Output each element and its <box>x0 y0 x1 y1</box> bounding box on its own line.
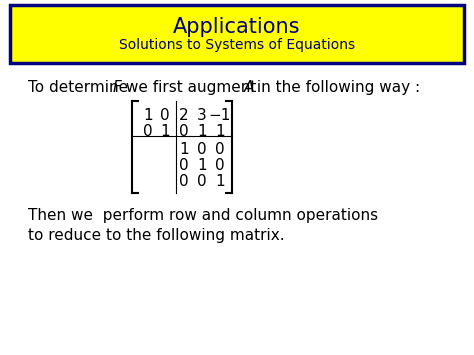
Text: 1: 1 <box>197 124 207 139</box>
Text: 1: 1 <box>197 158 207 173</box>
Text: Solutions to Systems of Equations: Solutions to Systems of Equations <box>119 38 355 52</box>
Text: we first augment: we first augment <box>121 80 266 95</box>
Text: 1: 1 <box>215 124 225 139</box>
Text: 0: 0 <box>197 142 207 157</box>
Text: F: F <box>113 80 122 95</box>
FancyBboxPatch shape <box>10 5 464 63</box>
Text: −1: −1 <box>209 108 231 123</box>
Text: 1: 1 <box>160 124 170 139</box>
Text: 0: 0 <box>143 124 153 139</box>
Text: A: A <box>244 80 255 95</box>
Text: 0: 0 <box>215 158 225 173</box>
Text: To determine: To determine <box>28 80 133 95</box>
Text: 0: 0 <box>160 108 170 123</box>
Text: 0: 0 <box>179 158 189 173</box>
Text: 0: 0 <box>197 174 207 189</box>
Text: Then we  perform row and column operations: Then we perform row and column operation… <box>28 208 378 223</box>
Text: Applications: Applications <box>173 17 301 37</box>
Text: 0: 0 <box>215 142 225 157</box>
Text: 1: 1 <box>143 108 153 123</box>
Text: 3: 3 <box>197 108 207 123</box>
Text: in the following way :: in the following way : <box>252 80 420 95</box>
Text: 1: 1 <box>215 174 225 189</box>
Text: 1: 1 <box>179 142 189 157</box>
Text: to reduce to the following matrix.: to reduce to the following matrix. <box>28 228 284 243</box>
Text: 2: 2 <box>179 108 189 123</box>
Text: 0: 0 <box>179 124 189 139</box>
Text: 0: 0 <box>179 174 189 189</box>
